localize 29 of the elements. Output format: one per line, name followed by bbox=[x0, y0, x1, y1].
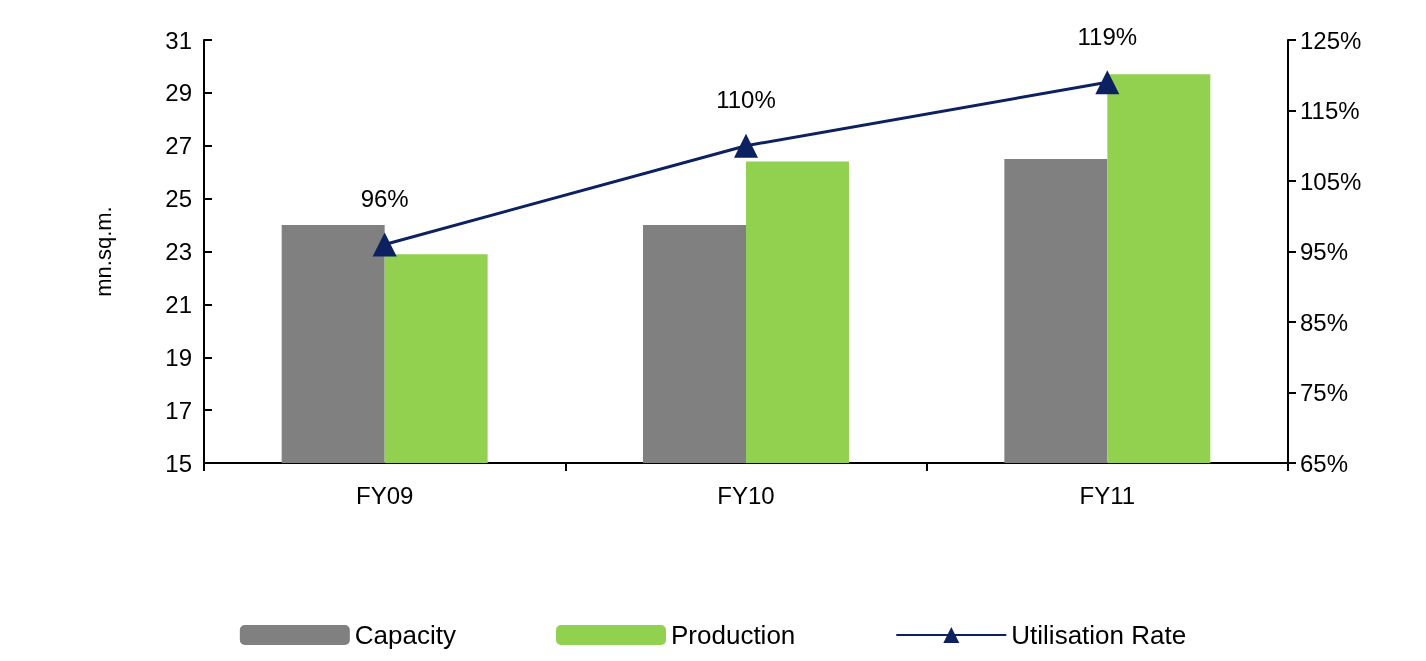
y-tick-label: 23 bbox=[165, 238, 192, 265]
legend-label: Production bbox=[671, 620, 796, 650]
point bbox=[372, 232, 397, 257]
x-tick-label: FY09 bbox=[355, 481, 414, 509]
data-label: 110% bbox=[716, 86, 776, 114]
y-tick-label: 19 bbox=[165, 343, 192, 371]
y2-tick-label: 115% bbox=[1300, 97, 1360, 124]
y-tick-label: 31 bbox=[165, 26, 192, 54]
data-label: 96% bbox=[360, 184, 409, 212]
legend-label: Utilisation Rate bbox=[1011, 620, 1187, 650]
point bbox=[734, 133, 758, 158]
y-axis-title: mn.sq.m. bbox=[90, 206, 116, 297]
x-tick-label: FY10 bbox=[717, 481, 775, 509]
x-tick-label: FY11 bbox=[1079, 481, 1136, 509]
point bbox=[1095, 70, 1120, 95]
legend-label: Capacity bbox=[354, 620, 456, 650]
y2-tick-label: 95% bbox=[1300, 238, 1349, 265]
y2-tick-label: 105% bbox=[1300, 167, 1362, 195]
y-tick-label: 15 bbox=[165, 449, 192, 477]
y-tick-label: 21 bbox=[165, 290, 192, 318]
y-tick-label: 29 bbox=[165, 79, 192, 107]
data-label: 119% bbox=[1077, 22, 1138, 50]
y2-tick-label: 65% bbox=[1300, 449, 1349, 477]
y-tick-label: 17 bbox=[165, 396, 192, 424]
y2-tick-label: 125% bbox=[1300, 26, 1362, 54]
y2-tick-label: 85% bbox=[1300, 308, 1349, 336]
y-tick-label: 27 bbox=[165, 132, 192, 160]
y2-tick-label: 75% bbox=[1300, 379, 1349, 406]
y-tick-label: 25 bbox=[165, 185, 192, 213]
